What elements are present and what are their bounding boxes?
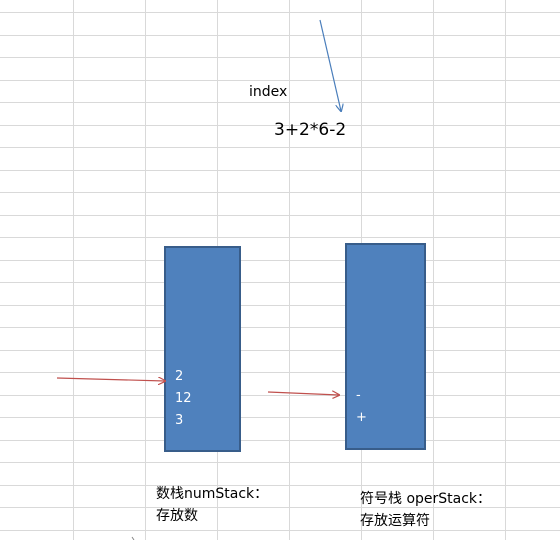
index-label: index	[249, 84, 288, 100]
oper-stack-item: +	[356, 410, 367, 425]
num-stack-item: 12	[175, 391, 192, 406]
num-stack-caption-line1: 数栈numStack：	[156, 486, 269, 502]
num-stack-caption: 数栈numStack： 存放数	[156, 483, 268, 527]
num-stack-caption-line2: 存放数	[156, 508, 198, 524]
oper-stack-caption-line1: 符号栈 operStack：	[360, 491, 492, 507]
oper-stack-box	[345, 243, 426, 450]
num-stack-item: 3	[175, 413, 184, 428]
oper-stack-caption-line2: 存放运算符	[360, 513, 430, 529]
expression-text: 3+2*6-2	[274, 120, 347, 140]
num-stack-item: 2	[175, 369, 184, 384]
num-stack-box	[164, 246, 241, 452]
oper-stack-caption: 符号栈 operStack： 存放运算符	[360, 488, 491, 532]
num-stack-items: 2 12 3	[175, 366, 192, 432]
oper-stack-item: -	[356, 388, 361, 403]
oper-stack-items: - +	[356, 385, 367, 429]
